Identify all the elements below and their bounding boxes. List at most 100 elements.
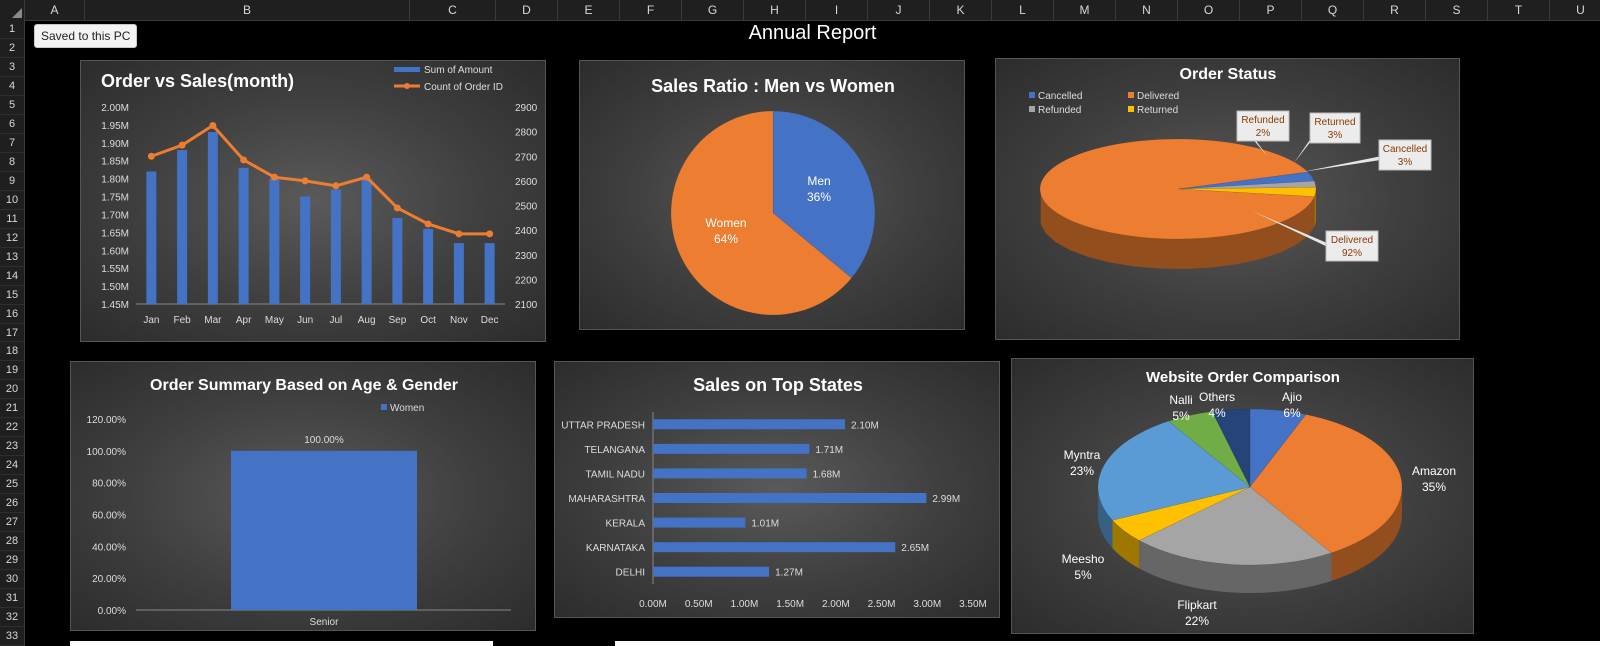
select-all-corner[interactable] [0,0,25,20]
row-header-22[interactable]: 22 [0,418,24,438]
row-header-23[interactable]: 23 [0,437,24,457]
row-header-1[interactable]: 1 [0,20,24,39]
y-tick-label: 1.45M [101,300,129,311]
column-header-p[interactable]: P [1240,0,1302,20]
row-header-32[interactable]: 32 [0,608,24,628]
slice-side [1040,193,1315,269]
column-header-i[interactable]: I [806,0,868,20]
row-header-6[interactable]: 6 [0,115,24,134]
row-header-20[interactable]: 20 [0,380,24,400]
row-header-30[interactable]: 30 [0,570,24,590]
slice-side [1139,540,1332,593]
column-header-d[interactable]: D [496,0,558,20]
column-header-j[interactable]: J [868,0,930,20]
column-header-f[interactable]: F [620,0,682,20]
y-tick-label: 1.65M [101,228,129,239]
row-header-18[interactable]: 18 [0,342,24,362]
column-header-k[interactable]: K [930,0,992,20]
row-header-15[interactable]: 15 [0,286,24,305]
line-point [209,121,217,129]
column-header-h[interactable]: H [744,0,806,20]
y2-tick-label: 2300 [515,251,538,262]
chart-top-states[interactable]: Sales on Top States UTTAR PRADESH 2.10M TEL… [554,361,1000,618]
chart-sales-ratio[interactable]: Sales Ratio : Men vs Women Men 36% Women 64% [579,60,965,330]
column-header-n[interactable]: N [1116,0,1178,20]
chart-order-vs-sales[interactable]: Order vs Sales(month) Sum of Amount Count … [80,60,546,342]
bar-sum-of-amount [207,132,218,304]
column-header-l[interactable]: L [992,0,1054,20]
y2-tick-label: 2800 [515,128,538,139]
row-header-25[interactable]: 25 [0,475,24,495]
data-label: 1.27M [775,568,803,579]
row-header-8[interactable]: 8 [0,153,24,172]
column-header-e[interactable]: E [558,0,620,20]
slice-value: 5% [1172,409,1190,423]
y-tick-label: 120.00% [87,415,127,426]
column-header-r[interactable]: R [1364,0,1426,20]
row-header-5[interactable]: 5 [0,96,24,115]
y-tick-label: KERALA [606,519,646,530]
bar-state [653,468,807,479]
row-header-7[interactable]: 7 [0,134,24,153]
chart-title: Website Order Comparison [1146,369,1340,386]
row-header-17[interactable]: 17 [0,324,24,343]
row-header-9[interactable]: 9 [0,172,24,191]
column-header-u[interactable]: U [1550,0,1600,20]
row-header-10[interactable]: 10 [0,191,24,210]
chart-svg: Sales on Top States UTTAR PRADESH 2.10M TEL… [561,375,987,610]
row-header-26[interactable]: 26 [0,494,24,514]
bar-state [653,493,927,503]
x-tick-label: Feb [174,315,192,326]
legend-label: Delivered [1137,91,1179,102]
column-header-q[interactable]: Q [1302,0,1364,20]
y-tick-label: TAMIL NADU [586,469,645,480]
bottom-chart-edge-right [615,641,1600,646]
column-header-a[interactable]: A [25,0,85,20]
row-header-27[interactable]: 27 [0,513,24,533]
row-header-21[interactable]: 21 [0,399,24,419]
row-header-24[interactable]: 24 [0,456,24,476]
column-header-m[interactable]: M [1054,0,1116,20]
x-tick-label: 1.50M [776,599,804,610]
y-tick-label: 80.00% [92,479,126,490]
chart-website-orders[interactable]: Website Order Comparison Ajio 6% Amazon 35% F… [1011,358,1474,634]
chart-title: Sales on Top States [693,375,863,395]
chart-age-gender[interactable]: Order Summary Based on Age & Gender Women… [70,361,536,631]
column-header-g[interactable]: G [682,0,744,20]
y-tick-label: 1.80M [101,175,129,186]
slice-label: Others [1199,390,1235,404]
row-header-3[interactable]: 3 [0,58,24,77]
row-header-33[interactable]: 33 [0,627,24,646]
row-header-4[interactable]: 4 [0,77,24,96]
column-header-b[interactable]: B [85,0,410,20]
x-tick-label: 0.50M [685,599,713,610]
line-point [301,177,309,185]
row-header-13[interactable]: 13 [0,248,24,267]
row-header-2[interactable]: 2 [0,39,24,58]
column-header-s[interactable]: S [1426,0,1488,20]
bar-sum-of-amount [453,243,464,304]
row-header-11[interactable]: 11 [0,210,24,229]
slice-label: Ajio [1282,390,1302,404]
line-count-of-order-id [150,123,490,236]
chart-title: Order vs Sales(month) [101,71,294,91]
y-tick-label: 1.60M [101,246,129,257]
row-header-16[interactable]: 16 [0,305,24,324]
bar-state [653,566,770,577]
x-tick-label: Apr [236,315,252,326]
column-header-o[interactable]: O [1178,0,1240,20]
y-tick-label: 100.00% [87,447,127,458]
chart-order-status[interactable]: Order Status Cancelled Delivered Refunded Re… [995,58,1460,340]
sheet-title[interactable]: Annual Report [748,22,877,44]
row-header-28[interactable]: 28 [0,532,24,552]
row-header-19[interactable]: 19 [0,361,24,381]
row-header-14[interactable]: 14 [0,267,24,286]
legend-swatch-bar [394,67,420,72]
row-header-31[interactable]: 31 [0,589,24,609]
row-header-12[interactable]: 12 [0,229,24,248]
column-header-c[interactable]: C [410,0,496,20]
column-header-t[interactable]: T [1488,0,1550,20]
y-tick-label: 1.90M [101,139,129,150]
row-header-29[interactable]: 29 [0,551,24,571]
